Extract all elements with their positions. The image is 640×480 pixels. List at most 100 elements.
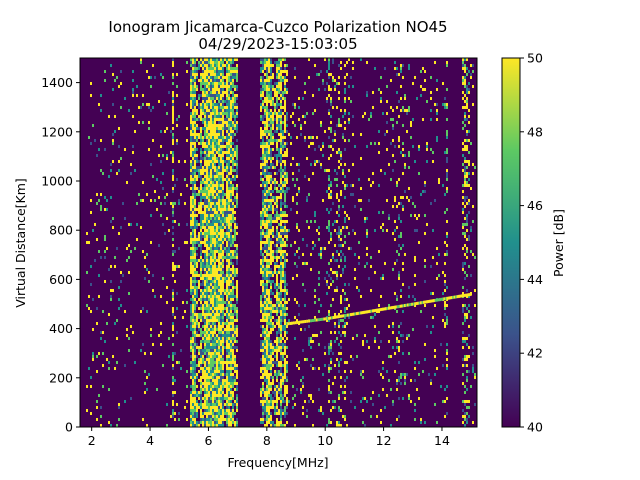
heatmap-cell <box>284 226 286 229</box>
heatmap-cell <box>172 274 174 277</box>
heatmap-cell <box>284 358 286 361</box>
heatmap-cell <box>232 364 234 367</box>
heatmap-cell <box>190 292 192 295</box>
heatmap-cell <box>286 118 288 121</box>
heatmap-cell <box>220 142 222 145</box>
heatmap-cell <box>260 388 262 391</box>
heatmap-cell <box>266 169 268 172</box>
heatmap-cell <box>274 262 276 265</box>
heatmap-cell <box>184 406 186 409</box>
heatmap-cell <box>280 391 282 394</box>
heatmap-cell <box>194 142 196 145</box>
heatmap-cell <box>218 400 220 403</box>
heatmap-cell <box>236 388 238 391</box>
heatmap-cell <box>234 355 236 358</box>
heatmap-cell <box>236 400 238 403</box>
heatmap-cell <box>284 130 286 133</box>
heatmap-cell <box>260 367 262 370</box>
heatmap-cell <box>278 127 280 130</box>
heatmap-cell <box>274 118 276 121</box>
heatmap-cell <box>212 304 214 307</box>
heatmap-cell <box>108 361 110 364</box>
heatmap-cell <box>218 85 220 88</box>
heatmap-cell <box>204 424 206 427</box>
heatmap-cell <box>222 379 224 382</box>
heatmap-cell <box>100 424 102 427</box>
heatmap-cell <box>100 256 102 259</box>
heatmap-cell <box>264 358 266 361</box>
heatmap-cell <box>338 238 340 241</box>
heatmap-cell <box>260 304 262 307</box>
heatmap-cell <box>208 361 210 364</box>
heatmap-cell <box>212 358 214 361</box>
heatmap-cell <box>230 70 232 73</box>
heatmap-cell <box>210 229 212 232</box>
heatmap-cell <box>214 355 216 358</box>
heatmap-cell <box>190 202 192 205</box>
heatmap-cell <box>204 295 206 298</box>
heatmap-cell <box>302 253 304 256</box>
heatmap-cell <box>192 73 194 76</box>
heatmap-cell <box>268 361 270 364</box>
heatmap-cell <box>366 247 368 250</box>
heatmap-cell <box>228 403 230 406</box>
heatmap-cell <box>172 109 174 112</box>
heatmap-cell <box>264 259 266 262</box>
heatmap-cell <box>314 163 316 166</box>
heatmap-cell <box>230 394 232 397</box>
heatmap-cell <box>274 283 276 286</box>
heatmap-cell <box>204 343 206 346</box>
heatmap-cell <box>262 232 264 235</box>
heatmap-cell <box>306 262 308 265</box>
heatmap-cell <box>208 289 210 292</box>
heatmap-cell <box>208 403 210 406</box>
heatmap-cell <box>202 205 204 208</box>
heatmap-cell <box>190 79 192 82</box>
heatmap-cell <box>266 352 268 355</box>
heatmap-cell <box>210 217 212 220</box>
heatmap-cell <box>174 412 176 415</box>
heatmap-cell <box>364 334 366 337</box>
heatmap-cell <box>226 292 228 295</box>
heatmap-cell <box>226 424 228 427</box>
heatmap-cell <box>118 127 120 130</box>
heatmap-cell <box>220 241 222 244</box>
heatmap-cell <box>260 232 262 235</box>
heatmap-cell <box>210 250 212 253</box>
heatmap-cell <box>192 382 194 385</box>
heatmap-cell <box>338 361 340 364</box>
heatmap-cell <box>272 310 274 313</box>
heatmap-cell <box>348 118 350 121</box>
heatmap-cell <box>206 400 208 403</box>
heatmap-cell <box>194 109 196 112</box>
heatmap-cell <box>280 331 282 334</box>
heatmap-cell <box>112 226 114 229</box>
heatmap-cell <box>328 229 330 232</box>
heatmap-cell <box>356 355 358 358</box>
heatmap-cell <box>202 280 204 283</box>
heatmap-cell <box>146 193 148 196</box>
heatmap-cell <box>328 400 330 403</box>
heatmap-cell <box>228 277 230 280</box>
heatmap-cell <box>100 337 102 340</box>
heatmap-cell <box>210 355 212 358</box>
heatmap-cell <box>324 130 326 133</box>
heatmap-cell <box>194 406 196 409</box>
heatmap-cell <box>266 58 268 61</box>
heatmap-cell <box>208 388 210 391</box>
heatmap-cell <box>218 418 220 421</box>
heatmap-cell <box>216 148 218 151</box>
heatmap-cell <box>164 232 166 235</box>
heatmap-cell <box>204 391 206 394</box>
heatmap-cell <box>172 328 174 331</box>
heatmap-cell <box>200 418 202 421</box>
heatmap-cell <box>230 160 232 163</box>
heatmap-cell <box>196 67 198 70</box>
heatmap-cell <box>104 250 106 253</box>
heatmap-cell <box>230 340 232 343</box>
heatmap-cell <box>232 202 234 205</box>
heatmap-cell <box>202 316 204 319</box>
heatmap-cell <box>172 379 174 382</box>
heatmap-cell <box>274 181 276 184</box>
heatmap-cell <box>226 412 228 415</box>
